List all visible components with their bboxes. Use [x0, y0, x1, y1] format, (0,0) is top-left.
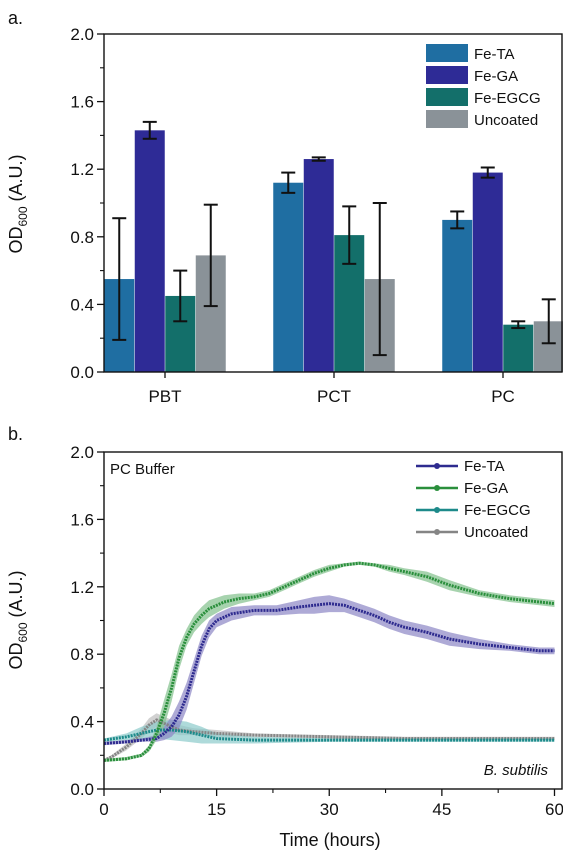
- series-line-fe-egcg: [103, 728, 555, 742]
- legend-label-fe-ta: Fe-TA: [464, 458, 505, 475]
- x-tick-label: 45: [432, 800, 451, 819]
- panel-a-bars: [104, 120, 563, 372]
- x-tick-label: 30: [320, 800, 339, 819]
- y-tick-label: 0.0: [70, 363, 94, 382]
- panel-b-legend: Fe-TA Fe-GA Fe-EGCG Uncoated: [416, 458, 531, 541]
- x-tick-label-pc: PC: [491, 387, 515, 406]
- panel-a-axes: 0.0 0.4 0.8 1.2 1.6 2.0 PBT PCT PC: [70, 25, 563, 406]
- legend-label-fe-egcg: Fe-EGCG: [464, 502, 531, 519]
- legend-marker-fe-ta: [434, 463, 440, 469]
- bar-fe-ga-pc: [472, 172, 503, 372]
- panel-a-label: a.: [8, 8, 23, 28]
- bar-fe-ta-pct: [273, 182, 304, 372]
- legend-label-fe-ta: Fe-TA: [474, 46, 515, 63]
- band-fe-ga: [104, 561, 555, 762]
- legend-label-fe-egcg: Fe-EGCG: [474, 90, 541, 107]
- bar-fe-egcg-pc: [503, 324, 534, 372]
- panel-b-series-lines: [103, 561, 555, 762]
- legend-label-uncoated: Uncoated: [464, 524, 528, 541]
- legend-marker-fe-egcg: [434, 507, 440, 513]
- y-tick-label: 0.0: [70, 780, 94, 799]
- y-tick-label: 1.2: [70, 578, 94, 597]
- x-tick-label: 0: [99, 800, 108, 819]
- panel-a-y-axis-label: OD600 (A.U.): [6, 154, 30, 253]
- panel-b-organism-label: B. subtilis: [484, 762, 549, 779]
- y-tick-label: 2.0: [70, 25, 94, 44]
- bar-fe-ta-pc: [442, 219, 473, 372]
- y-tick-label: 0.8: [70, 645, 94, 664]
- legend-swatch-fe-ga: [426, 66, 468, 84]
- y-tick-label: 0.4: [70, 713, 94, 732]
- panel-b-label: b.: [8, 424, 23, 444]
- x-tick-label-pbt: PBT: [148, 387, 181, 406]
- y-tick-label: 1.6: [70, 93, 94, 112]
- x-tick-label: 60: [545, 800, 563, 819]
- panel-b-x-axis-label: Time (hours): [279, 830, 380, 850]
- x-tick-label: 15: [207, 800, 226, 819]
- band-fe-ta: [104, 595, 555, 746]
- panel-b-inset-label: PC Buffer: [110, 461, 175, 478]
- series-line-fe-ta: [103, 602, 555, 745]
- series-line-fe-ga: [103, 561, 555, 762]
- bar-fe-ga-pbt: [134, 130, 165, 372]
- panel-b-axes: 0.0 0.4 0.8 1.2 1.6 2.0 0 15 30 45 60: [70, 443, 563, 819]
- panel-a-legend: Fe-TA Fe-GA Fe-EGCG Uncoated: [426, 44, 541, 129]
- legend-label-uncoated: Uncoated: [474, 112, 538, 129]
- legend-label-fe-ga: Fe-GA: [474, 68, 518, 85]
- y-tick-label: 0.8: [70, 228, 94, 247]
- legend-marker-fe-ga: [434, 485, 440, 491]
- x-tick-label-pct: PCT: [317, 387, 351, 406]
- legend-swatch-fe-ta: [426, 44, 468, 62]
- panel-b-y-axis-label: OD600 (A.U.): [6, 570, 30, 669]
- y-tick-label: 1.2: [70, 160, 94, 179]
- legend-swatch-fe-egcg: [426, 88, 468, 106]
- panel-a-bar-chart: a. 0.0 0.4 0.8 1.2 1.6 2.0 PBT PCT PC Fe-TA Fe-GA…: [6, 8, 563, 406]
- y-tick-label: 2.0: [70, 443, 94, 462]
- y-tick-label: 0.4: [70, 295, 94, 314]
- panel-b-error-bands: [104, 561, 555, 762]
- bar-fe-ga-pct: [303, 159, 334, 372]
- panel-b-line-chart: b. 0.0 0.4 0.8 1.2 1.6 2.0 0 15 30 45 60 Fe-TA Fe-G…: [6, 424, 563, 850]
- legend-marker-uncoated: [434, 529, 440, 535]
- y-tick-label: 1.6: [70, 510, 94, 529]
- legend-label-fe-ga: Fe-GA: [464, 480, 508, 497]
- legend-swatch-uncoated: [426, 110, 468, 128]
